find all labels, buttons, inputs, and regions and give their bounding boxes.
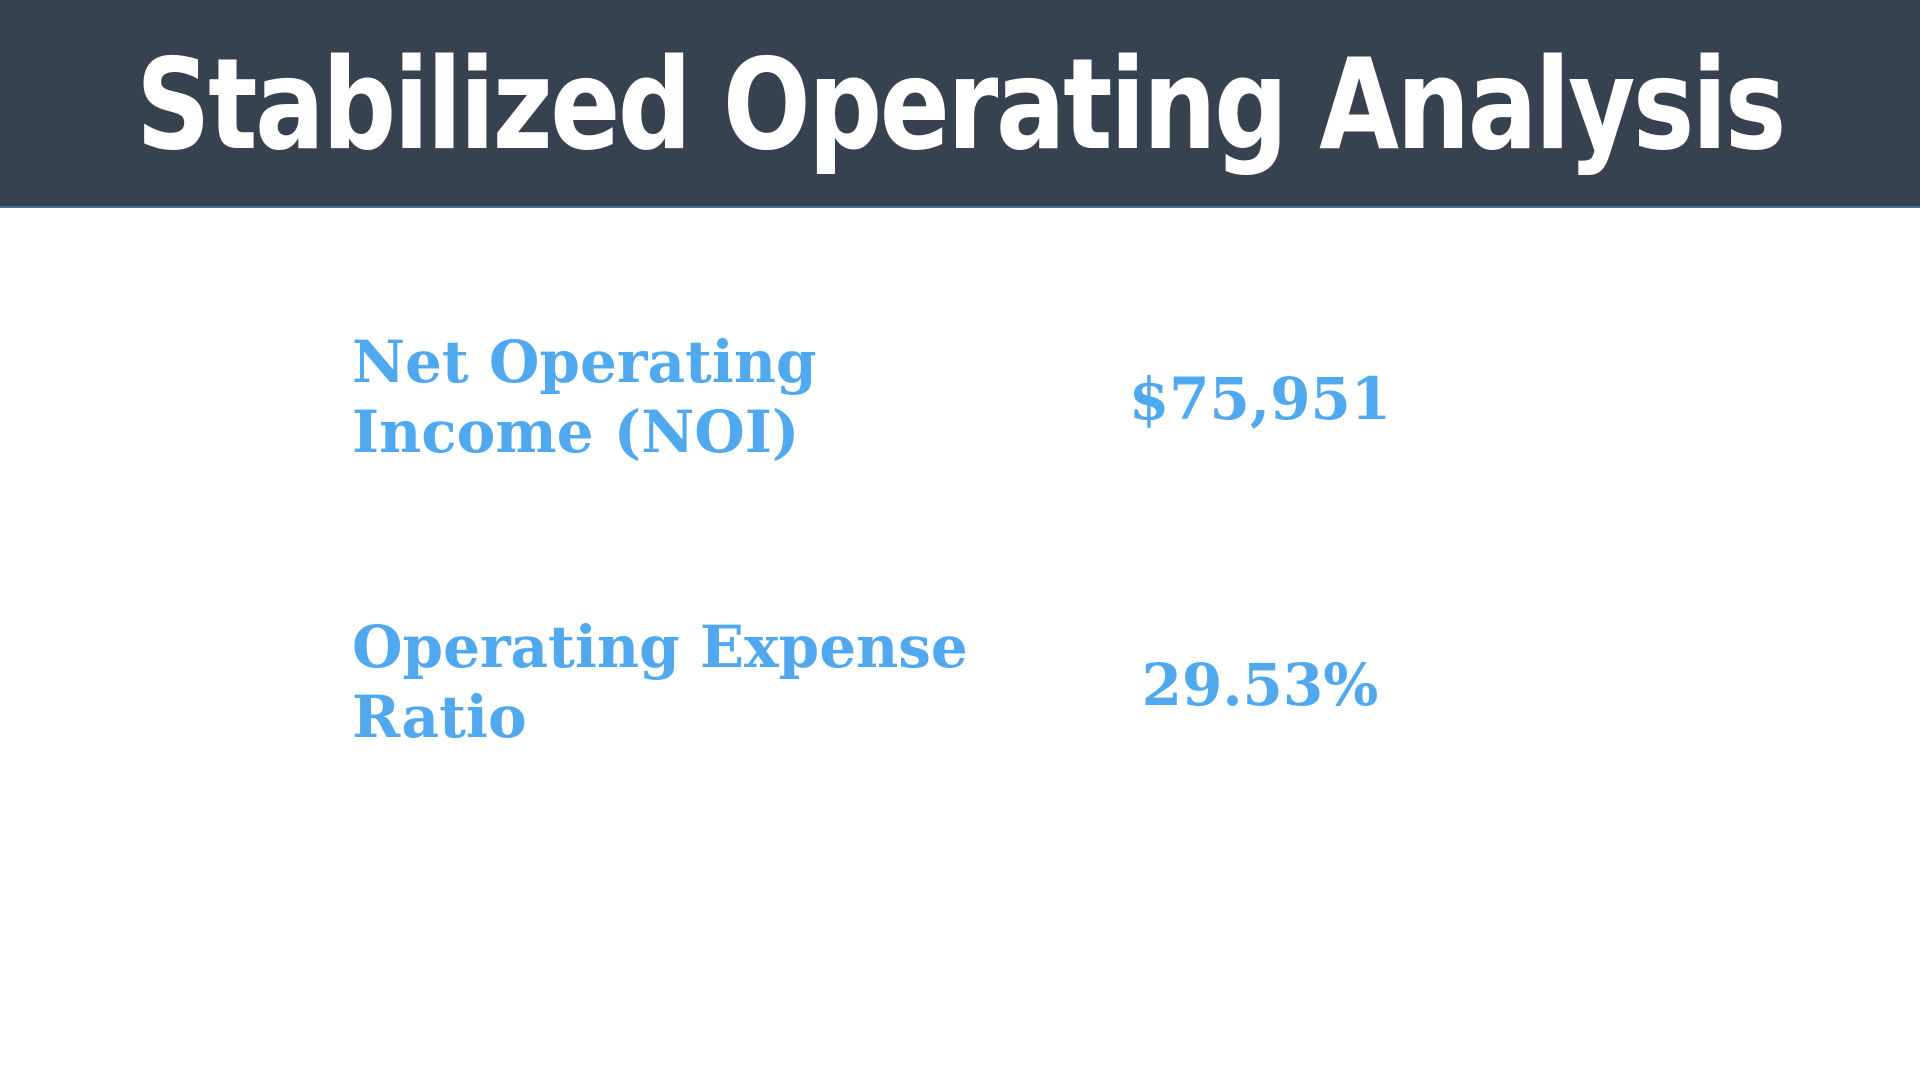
title-bar: Stabilized Operating Analysis [0,0,1920,208]
operating-expense-ratio-label: Operating Expense Ratio [352,613,968,751]
noi-label: Net Operating Income (NOI) [352,328,817,466]
slide-title: Stabilized Operating Analysis [136,30,1786,178]
operating-expense-ratio-value: 29.53% [1141,651,1379,719]
noi-value: $75,951 [1128,365,1392,433]
